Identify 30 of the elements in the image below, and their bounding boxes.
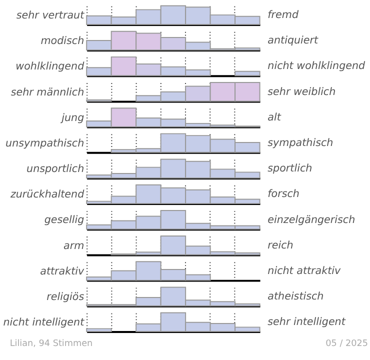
y-axis-title: nicht intelligent [3, 316, 86, 329]
text: 05 / 2025 [326, 339, 368, 350]
y-axis-title: sehr vertraut [16, 10, 86, 22]
y2-axis-title: nicht wohlklingend [268, 60, 366, 72]
y-axis-title: arm [63, 240, 84, 252]
bar [86, 328, 112, 332]
y-axis-title: wohlklingend [16, 60, 85, 73]
y-axis-title: jung [60, 112, 85, 124]
y2-axis-title: atheistisch [268, 290, 324, 303]
y2-axis-title: sehr intelligent [268, 316, 346, 328]
bar [234, 70, 260, 76]
y2-axis-title: sportlich [268, 162, 312, 175]
y-axis-title: modisch [40, 35, 84, 48]
y2-axis-title: antiquiert [268, 34, 320, 47]
y2-axis-title: reich [268, 239, 294, 252]
y2-axis-title: alt [268, 111, 282, 124]
y-axis-title: sehr männlich [10, 86, 84, 98]
y2-axis-title: fremd [268, 9, 299, 22]
y2-axis-title: nicht attraktiv [268, 264, 342, 277]
y2-axis-title: einzelgängerisch [268, 214, 356, 226]
y-axis-title: unsympathisch [6, 137, 84, 150]
y2-axis-title: forsch [268, 188, 300, 200]
y-axis-title: religiös [46, 290, 85, 303]
y-axis-title: zurückhaltend [9, 188, 85, 201]
y-axis-title: attraktiv [40, 265, 86, 278]
y2-axis-title: sehr weiblich [268, 86, 336, 98]
y-axis-title: unsportlich [26, 163, 84, 176]
text: Lilian, 94 Stimmen [10, 339, 93, 350]
y2-axis-title: sympathisch [268, 136, 334, 149]
y-axis-title: gesellig [44, 214, 85, 226]
